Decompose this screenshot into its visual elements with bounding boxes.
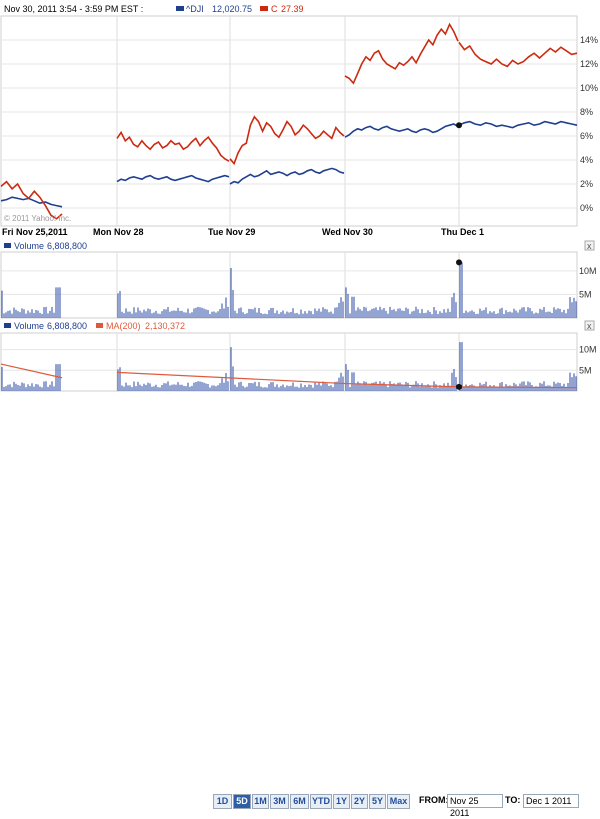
range-button-ytd[interactable]: YTD	[310, 794, 332, 809]
c-series-line	[458, 41, 578, 68]
ma-hover-marker	[456, 383, 462, 390]
price-y-tick-label: 6%	[580, 131, 593, 141]
ma-legend-value: 2,130,372	[145, 321, 185, 331]
volume-ma-legend-title: Volume	[14, 321, 44, 331]
range-button-3m[interactable]: 3M	[270, 794, 289, 809]
price-panel: 0% 2% 4% 6% 8% 10% 12% 14% Fri Nov 25,2011 Mon N…	[0, 15, 598, 237]
to-label: TO:	[505, 795, 521, 805]
volume-y-tick-label: 10M	[579, 266, 597, 276]
chart-canvas: 0% 2% 4% 6% 8% 10% 12% 14% Fri Nov 25,2011 Mon N…	[0, 4, 598, 392]
volume-ma-plot-area	[0, 332, 578, 392]
close-icon: x	[587, 321, 592, 331]
volume-ma-close-button[interactable]	[584, 320, 595, 331]
ma-legend-title: MA(200)	[106, 321, 141, 331]
copyright-text: © 2011 Yahoo! Inc.	[4, 214, 71, 223]
c-series-line	[116, 130, 230, 162]
volume-legend-title: Volume	[14, 241, 44, 251]
price-x-tick-label: Tue Nov 29	[208, 227, 255, 237]
price-y-tick-label: 12%	[580, 59, 598, 69]
range-button-5y[interactable]: 5Y	[369, 794, 386, 809]
price-x-tick-label: Thu Dec 1	[441, 227, 484, 237]
volume-ma-legend-value: 6,808,800	[47, 321, 87, 331]
price-y-tick-label: 14%	[580, 35, 598, 45]
price-lines	[0, 22, 578, 220]
dji-series-line	[344, 123, 459, 138]
price-plot-area	[0, 15, 578, 227]
volume-bars	[1, 259, 577, 318]
dji-legend-name: ^DJI	[186, 4, 204, 14]
volume-legend-value: 6,808,800	[47, 241, 87, 251]
volume-close-button[interactable]	[584, 240, 595, 251]
price-x-tick-label: Mon Nov 28	[93, 227, 144, 237]
price-y-tick-label: 2%	[580, 179, 593, 189]
ma-line	[0, 363, 578, 390]
volume-y-tick-label: 5M	[579, 365, 592, 375]
price-grid	[1, 16, 577, 226]
price-y-axis: 0% 2% 4% 6% 8% 10% 12% 14%	[580, 35, 598, 213]
volume-legend-swatch	[4, 243, 11, 248]
volume-y-axis: 5M 10M	[579, 266, 597, 300]
volume-ma-y-axis: 5M 10M	[579, 345, 597, 376]
range-button-1y[interactable]: 1Y	[333, 794, 350, 809]
header-datetime: Nov 30, 2011 3:54 - 3:59 PM EST :	[4, 4, 143, 14]
dji-series-line	[0, 196, 63, 208]
ma-line-path	[0, 363, 578, 389]
price-x-tick-label: Wed Nov 30	[322, 227, 373, 237]
volume-hover-marker	[456, 259, 462, 266]
price-y-tick-label: 10%	[580, 83, 598, 93]
dji-series-line	[458, 120, 578, 129]
range-button-5d[interactable]: 5D	[233, 794, 251, 809]
price-x-axis: Fri Nov 25,2011 Mon Nov 28 Tue Nov 29 Wed N…	[2, 227, 484, 237]
range-button-max[interactable]: Max	[387, 794, 410, 809]
c-series-line	[229, 115, 345, 166]
header-legend: Nov 30, 2011 3:54 - 3:59 PM EST : ^DJI 1…	[4, 4, 304, 14]
from-label: FROM:	[419, 795, 449, 805]
price-x-tick-label: Fri Nov 25,2011	[2, 227, 68, 237]
dji-series-line	[229, 167, 345, 185]
to-date-input[interactable]: Dec 1 2011	[523, 794, 579, 808]
volume-y-tick-label: 5M	[579, 289, 592, 299]
c-series-line	[0, 180, 63, 220]
dji-hover-marker	[456, 122, 462, 129]
dji-series-line	[116, 174, 230, 183]
c-legend-value: 27.39	[281, 4, 304, 14]
c-series-line	[344, 22, 459, 85]
range-toolbar: 1D 5D 1M 3M 6M YTD 1Y 2Y 5Y Max FROM: Nov 25 2011…	[0, 396, 600, 818]
c-legend-swatch	[260, 6, 268, 11]
volume-grid	[1, 252, 577, 318]
dji-legend-value: 12,020.75	[212, 4, 252, 14]
volume-ma-legend-swatch	[4, 323, 11, 328]
price-y-tick-label: 0%	[580, 203, 593, 213]
volume-plot-area	[0, 251, 578, 319]
close-icon: x	[587, 241, 592, 251]
from-date-input[interactable]: Nov 25 2011	[447, 794, 503, 818]
range-button-6m[interactable]: 6M	[290, 794, 309, 809]
range-button-1m[interactable]: 1M	[252, 794, 269, 809]
volume-ma-panel: Volume 6,808,800 MA(200) 2,130,372 x 5M 1…	[0, 320, 597, 392]
price-y-tick-label: 4%	[580, 155, 593, 165]
price-y-tick-label: 8%	[580, 107, 593, 117]
range-button-2y[interactable]: 2Y	[351, 794, 368, 809]
volume-ma-grid	[1, 333, 577, 391]
volume-panel: Volume 6,808,800 x 5M 10M	[0, 240, 597, 319]
volume-y-tick-label: 10M	[579, 345, 597, 355]
c-legend-name: C	[271, 4, 278, 14]
ma-legend-swatch	[96, 323, 103, 328]
range-button-1d[interactable]: 1D	[213, 794, 232, 809]
dji-legend-swatch	[176, 6, 184, 11]
